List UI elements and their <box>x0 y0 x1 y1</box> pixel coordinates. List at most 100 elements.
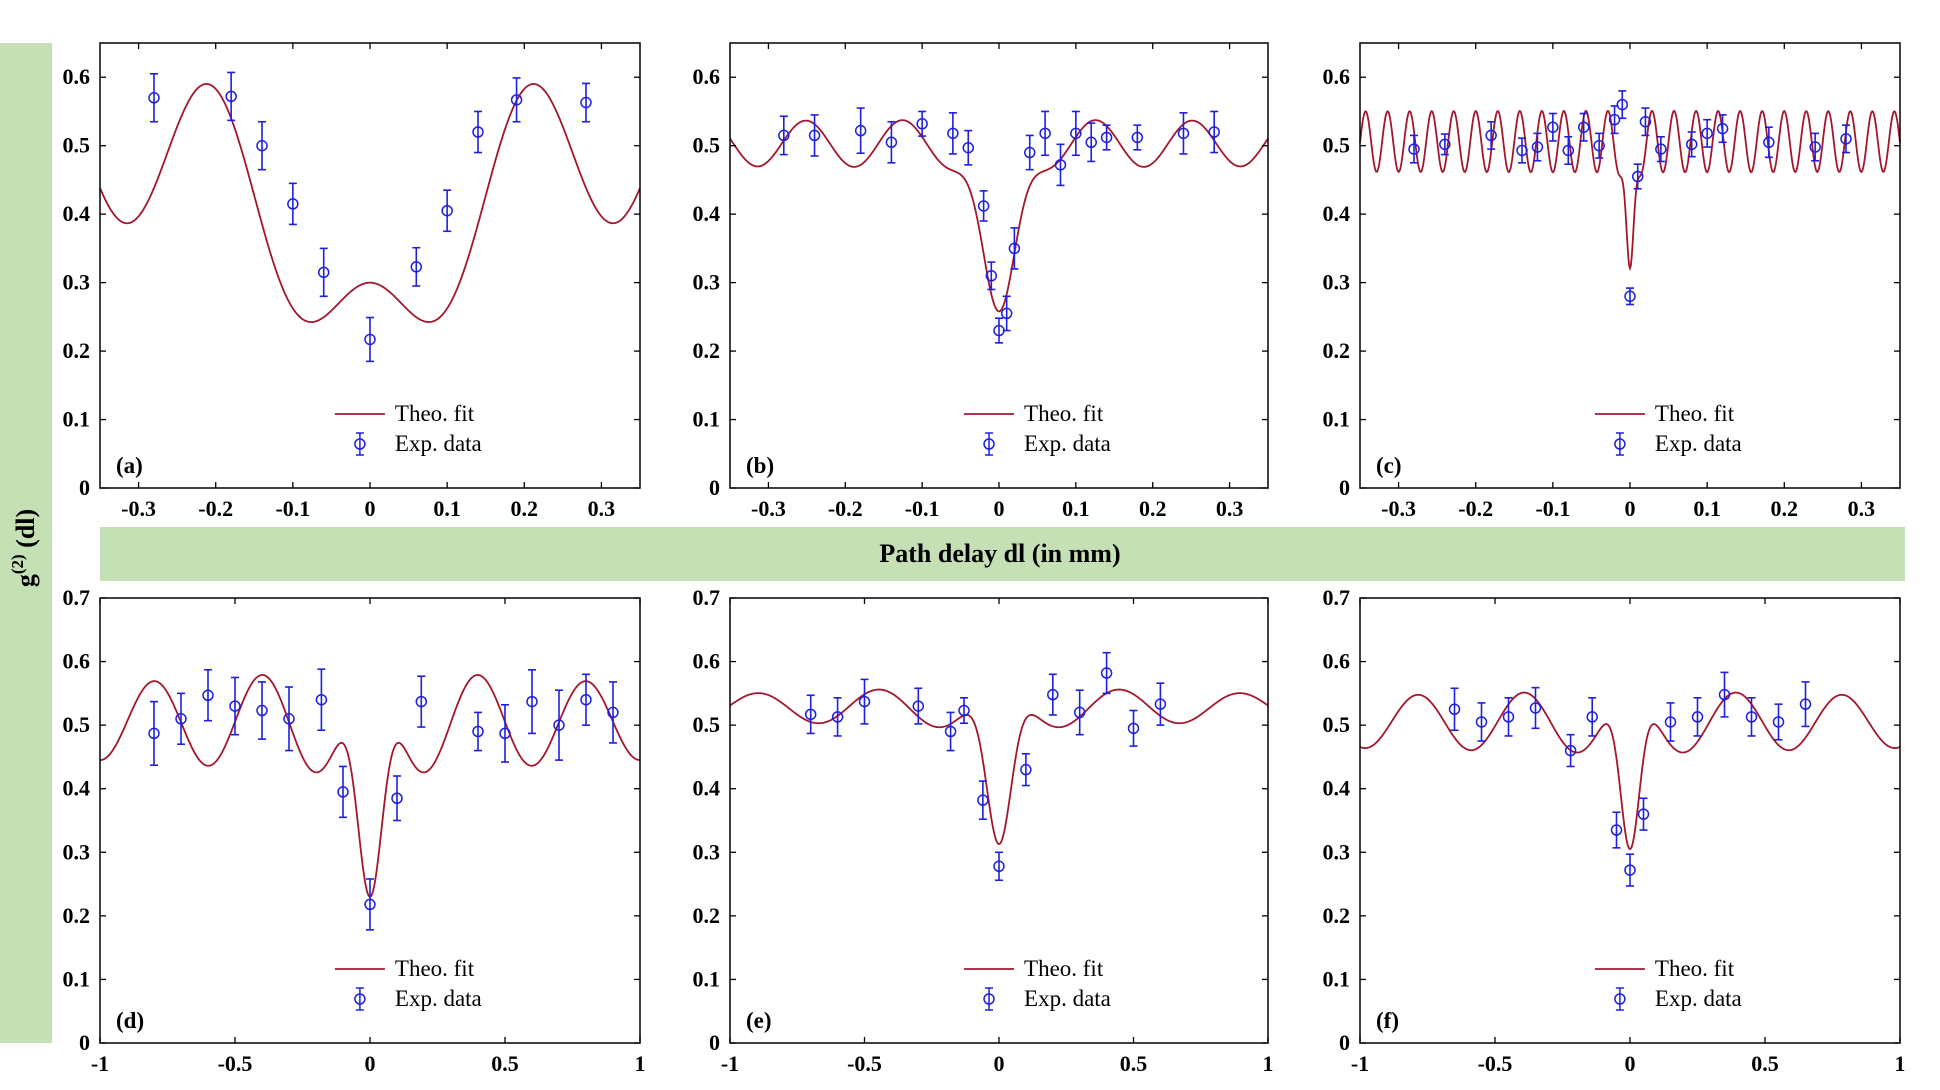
data-marker <box>1047 688 1059 701</box>
data-point <box>1718 671 1731 718</box>
data-point <box>993 851 1005 882</box>
data-marker <box>1475 716 1488 728</box>
fit-curve <box>729 119 1269 313</box>
data-marker <box>1593 139 1605 152</box>
x-tick-label: 1 <box>635 1051 646 1076</box>
data-point <box>553 689 565 761</box>
data-marker <box>1616 98 1629 111</box>
data-marker <box>364 898 376 911</box>
data-point <box>1664 702 1677 742</box>
data-marker <box>1631 170 1644 183</box>
data-point <box>858 678 871 725</box>
legend: Theo. fit Exp. data <box>964 401 1111 456</box>
y-tick-label: 0.2 <box>1323 338 1351 363</box>
x-tick-label: -0.5 <box>218 1051 253 1076</box>
data-point <box>1047 673 1059 716</box>
x-tick-label: 0.5 <box>491 1051 519 1076</box>
data-point <box>148 700 160 766</box>
data-point <box>1502 697 1515 737</box>
y-axis-label-arg: (dl) <box>11 509 40 555</box>
data-marker <box>441 204 453 217</box>
y-tick-label: 0.4 <box>1323 201 1351 226</box>
data-point <box>229 676 241 736</box>
fit-curve <box>1359 109 1901 272</box>
legend-fit-label: Theo. fit <box>1024 956 1104 981</box>
data-point <box>256 120 268 171</box>
data-marker <box>1020 763 1032 776</box>
ylabel-band <box>0 43 52 1043</box>
data-marker <box>1763 136 1775 149</box>
x-tick-label: -0.2 <box>1458 496 1493 521</box>
data-marker <box>202 689 214 702</box>
y-tick-label: 0.1 <box>63 407 91 432</box>
data-marker <box>916 118 928 130</box>
x-tick-label: 0.1 <box>433 496 461 521</box>
x-tick-label: 1 <box>1263 1051 1274 1076</box>
data-marker <box>1624 290 1636 303</box>
data-point <box>912 687 925 725</box>
x-tick-label: 0.3 <box>1848 496 1876 521</box>
y-tick-label: 0.1 <box>693 966 721 991</box>
data-marker <box>1664 716 1677 728</box>
x-tick-label: 0.5 <box>1120 1051 1148 1076</box>
y-tick-label: 0 <box>79 1030 90 1055</box>
data-marker <box>1039 127 1051 140</box>
y-tick-label: 0.5 <box>693 712 721 737</box>
data-point <box>1208 110 1220 154</box>
data-marker <box>944 725 957 738</box>
x-tick-label: 0.5 <box>1751 1051 1779 1076</box>
y-tick-label: 0.3 <box>693 839 721 864</box>
data-marker <box>912 700 925 712</box>
legend-fit-label: Theo. fit <box>1655 401 1735 426</box>
y-tick-label: 0.4 <box>63 201 91 226</box>
data-point <box>1745 697 1758 737</box>
data-marker <box>148 727 160 740</box>
data-point <box>778 115 790 156</box>
data-point <box>225 71 237 122</box>
data-marker <box>1127 722 1140 735</box>
y-tick-label: 0.5 <box>63 712 91 737</box>
data-marker <box>1608 113 1621 126</box>
data-point <box>1131 124 1144 151</box>
y-tick-label: 0.7 <box>1323 585 1351 610</box>
data-marker <box>1208 126 1220 138</box>
data-point <box>1070 110 1082 157</box>
data-marker <box>148 92 160 104</box>
data-point <box>1772 703 1785 741</box>
data-point <box>202 669 214 722</box>
x-tick-label: 1 <box>1895 1051 1906 1076</box>
data-point <box>499 703 511 763</box>
data-marker <box>1655 143 1667 155</box>
data-marker <box>256 704 268 717</box>
legend: Theo. fit Exp. data <box>1594 956 1742 1011</box>
legend-data-marker <box>1614 438 1626 450</box>
data-marker <box>885 136 898 149</box>
data-point <box>1562 135 1575 165</box>
data-marker <box>553 719 565 731</box>
data-point <box>808 114 821 157</box>
y-tick-label: 0.5 <box>693 133 721 158</box>
data-point <box>804 694 817 735</box>
y-tick-label: 0.6 <box>1323 64 1351 89</box>
y-tick-label: 0.7 <box>63 585 91 610</box>
y-tick-label: 0 <box>1339 475 1350 500</box>
data-marker <box>1716 122 1729 135</box>
data-point <box>831 697 844 737</box>
legend-data-label: Exp. data <box>1655 986 1742 1011</box>
data-point <box>526 669 538 735</box>
data-point <box>944 711 957 752</box>
data-point <box>1475 702 1488 742</box>
fit-curve <box>99 83 641 323</box>
panels: 0 0.1 0.2 0.3 0.4 0.5 0.6 -0.3 -0.2 -0.1 0 0.1 0.2 0.… <box>63 42 1906 1076</box>
data-point <box>580 673 592 726</box>
data-point <box>1485 120 1497 150</box>
data-marker <box>1701 127 1713 140</box>
x-tick-label: 0.2 <box>1139 496 1167 521</box>
y-tick-label: 0 <box>1339 1030 1350 1055</box>
x-tick-label: -0.3 <box>121 496 156 521</box>
data-marker <box>1745 711 1758 723</box>
panel-c: 0 0.1 0.2 0.3 0.4 0.5 0.6 -0.3 -0.2 -0.1 0 0.1 0.2 0.… <box>1323 42 1901 521</box>
data-point <box>1701 118 1713 148</box>
data-marker <box>1448 703 1461 715</box>
data-marker <box>391 792 403 804</box>
